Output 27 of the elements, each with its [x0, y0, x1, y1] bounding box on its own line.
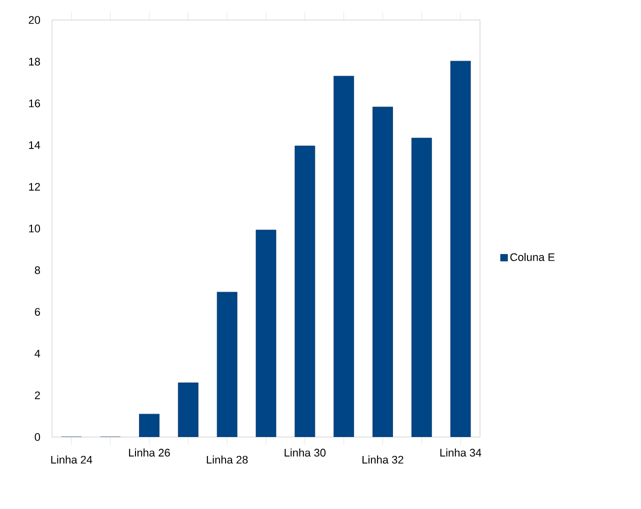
y-tick-label: 16 [29, 99, 40, 108]
y-tick-label: 20 [28, 16, 40, 24]
y-tick-label: 6 [34, 308, 40, 316]
bar [294, 146, 316, 437]
x-tick-label: Linha 34 [440, 448, 482, 457]
y-tick-label: 2 [34, 391, 40, 400]
bar [411, 138, 432, 437]
x-tick-label: Linha 28 [206, 456, 248, 464]
bar [178, 382, 198, 437]
x-tick-label: Linha 30 [284, 448, 326, 457]
x-tick-label: Linha 32 [362, 456, 404, 464]
x-tick-label: Linha 24 [51, 456, 92, 464]
bar [372, 106, 393, 437]
y-tick-label: 14 [29, 141, 40, 149]
y-tick-label: 4 [34, 350, 40, 358]
x-tick-label: Linha 26 [129, 448, 170, 457]
bar [256, 230, 276, 437]
y-tick-label: 10 [29, 224, 40, 232]
y-tick-label: 18 [29, 58, 40, 66]
y-tick-label: 12 [29, 182, 40, 191]
legend-label: Coluna E [510, 252, 555, 262]
bar [139, 414, 160, 437]
bar [334, 76, 354, 437]
y-tick-label: 8 [34, 266, 40, 274]
y-tick-label: 0 [34, 433, 40, 441]
bar [216, 292, 238, 437]
bar [450, 60, 471, 437]
